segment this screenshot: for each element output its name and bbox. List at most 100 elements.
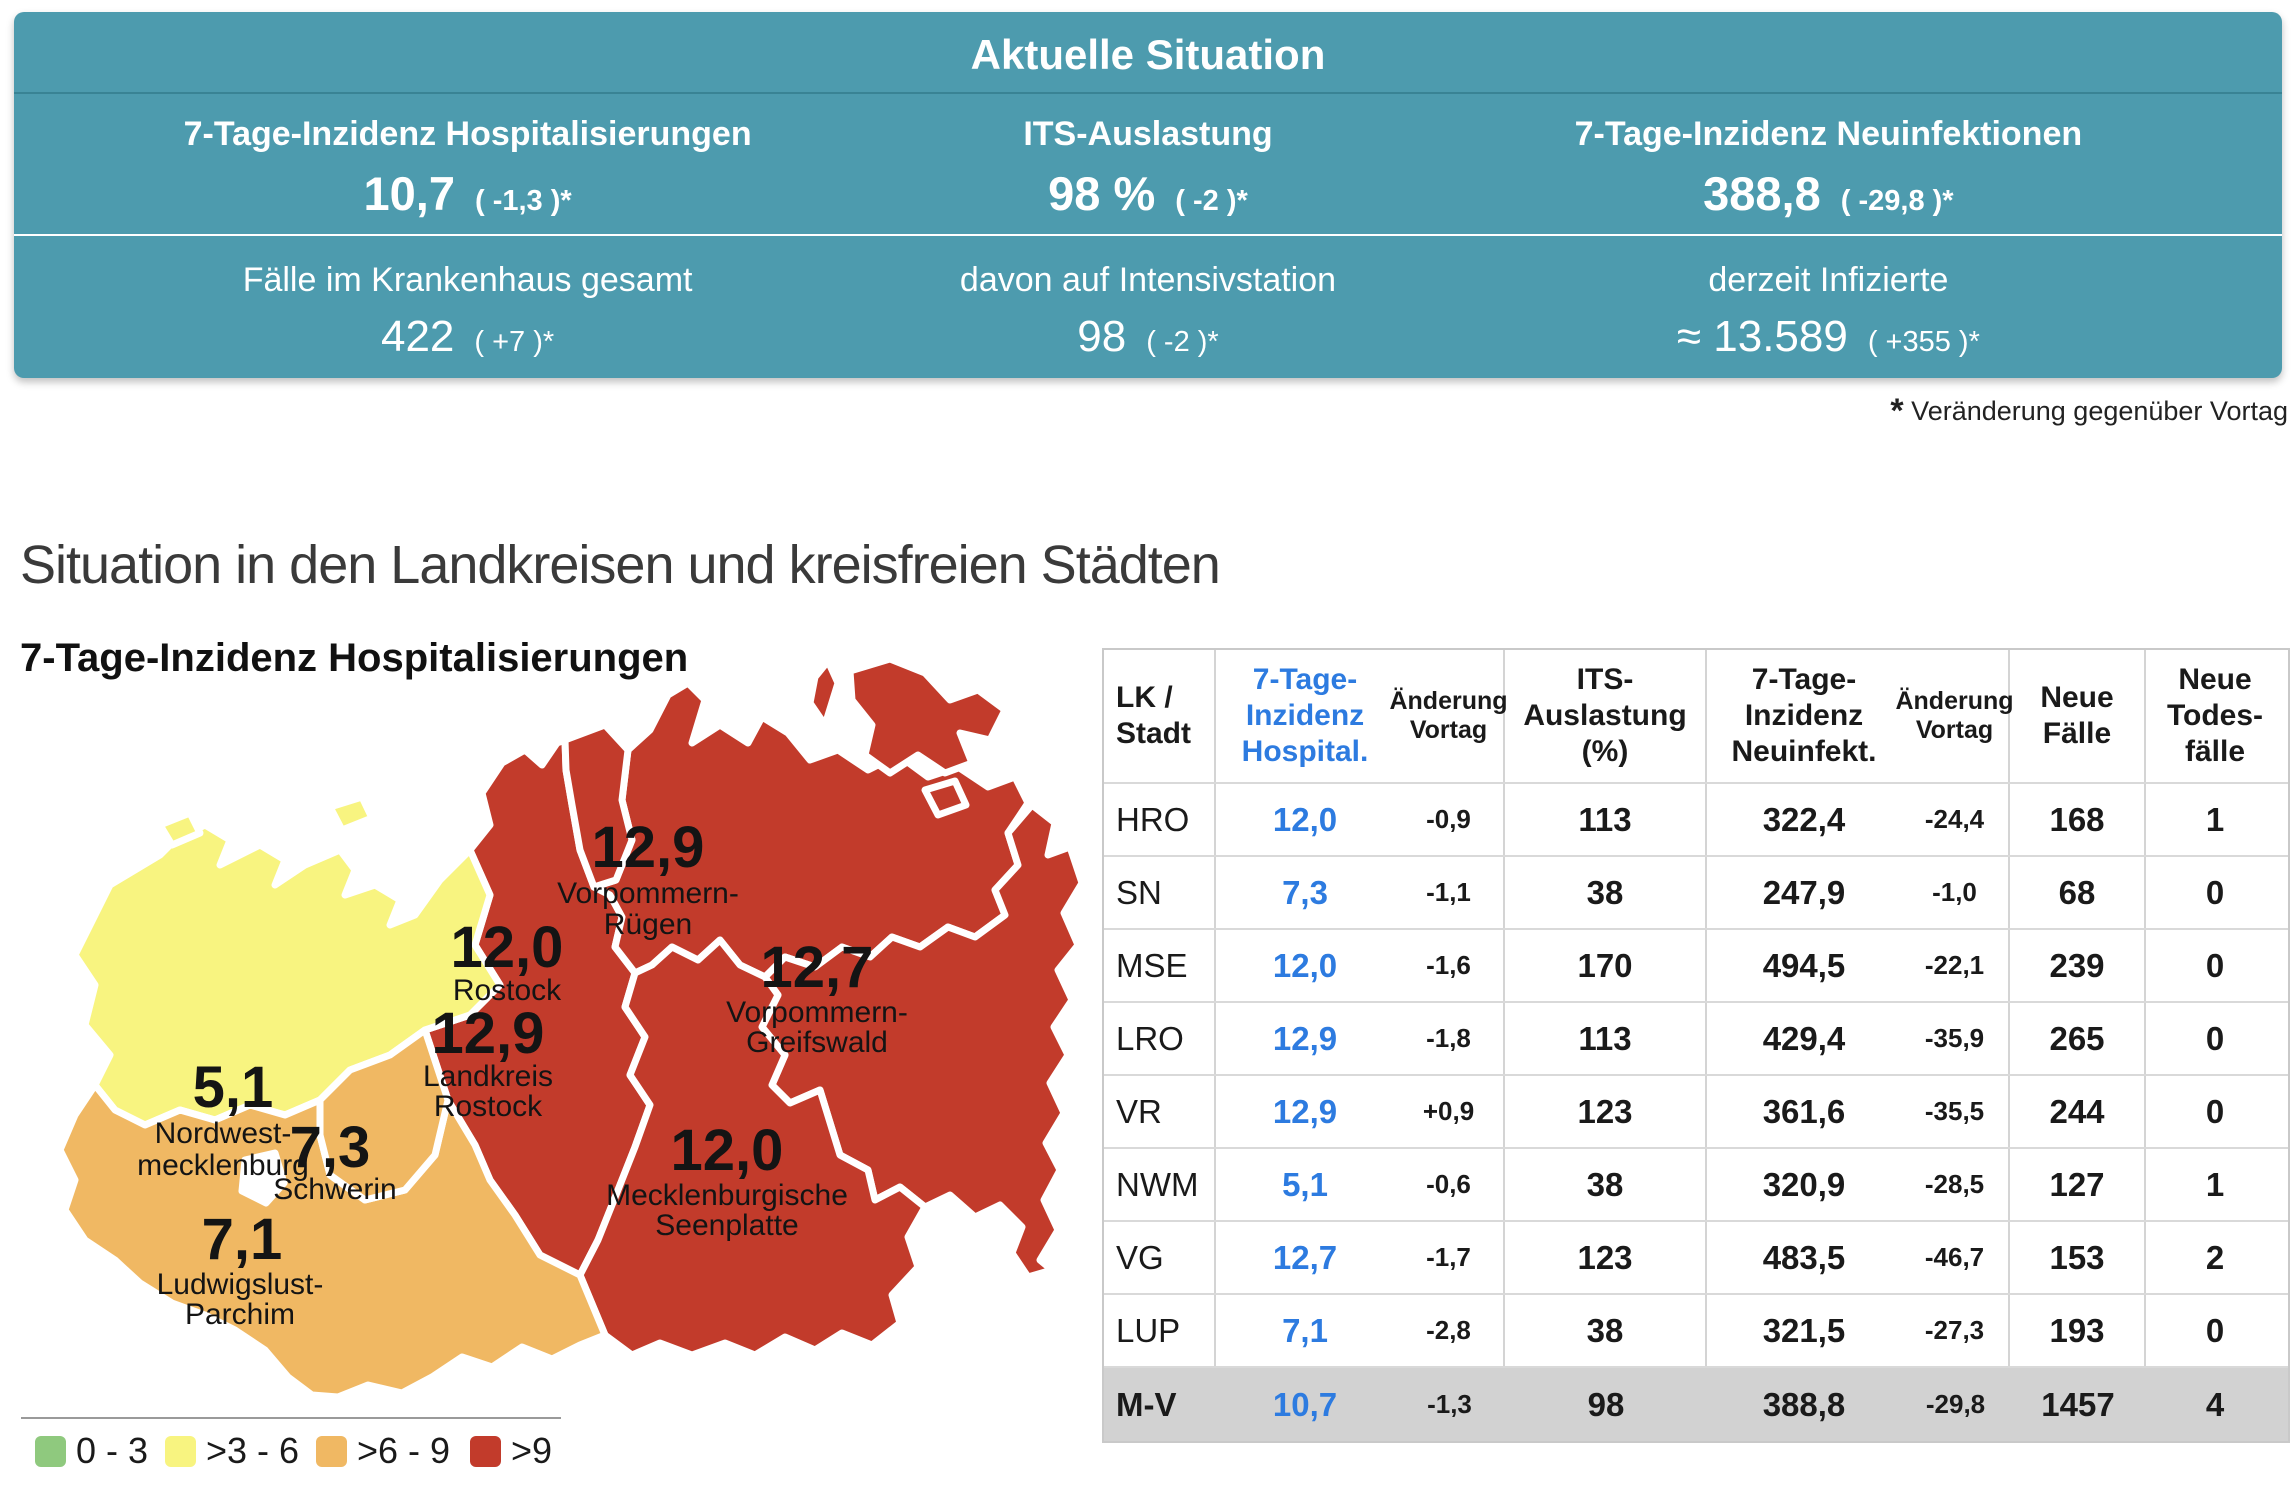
cell-code: VG xyxy=(1104,1222,1216,1293)
col-header-aenderung-vortag: Änderung Vortag xyxy=(1389,650,1508,782)
cell-hosp-change: +0,9 xyxy=(1394,1076,1505,1147)
col-header-neue-todesfaelle: Neue Todes- fälle xyxy=(2166,663,2264,768)
cell-new-deaths: 0 xyxy=(2205,946,2225,984)
map-label-rostock-name: Rostock xyxy=(453,974,562,1007)
cell-code: M-V xyxy=(1116,1385,1177,1423)
section-heading: Situation in den Landkreisen und kreisfr… xyxy=(20,535,1221,595)
map-label-landkreis-rostock-name: Landkreis xyxy=(423,1060,553,1093)
region-rostock-city-shape xyxy=(561,721,636,891)
kpi-change: ( -29,8 )* xyxy=(1840,185,1954,217)
col-header-its-auslastung: ITS- Auslastung (%) xyxy=(1505,650,1707,782)
col-header-lk-stadt: LK / Stadt xyxy=(1104,650,1216,782)
kpi-header: 7-Tage-Inzidenz Neuinfektionen xyxy=(1574,114,2083,153)
cell-new-deaths: 1 xyxy=(2205,1165,2225,1203)
map-label-seenplatte-value: 12,0 xyxy=(671,1118,784,1183)
cell-its: 113 xyxy=(1505,1003,1707,1074)
footnote-text: Veränderung gegenüber Vortag xyxy=(1911,396,2288,426)
cell-new-cases: 168 xyxy=(2010,784,2146,855)
table-row-lro: LRO 12,9 -1,8 113 429,4 -35,9 265 0 xyxy=(1104,1001,2288,1074)
map-label-nordwestmecklenburg-value: 5,1 xyxy=(193,1055,274,1120)
map-label-vorpommern-greifswald-name: Greifswald xyxy=(746,1026,888,1059)
kpi-header: ITS-Auslastung xyxy=(1023,114,1273,153)
cell-new-cases: 265 xyxy=(2010,1003,2146,1074)
region-schwerin-shape xyxy=(316,1026,452,1204)
cell-new-cases: 239 xyxy=(2010,930,2146,1001)
cell-hosp: 12,0 xyxy=(1272,800,1338,838)
legend-item-3-6 xyxy=(165,1433,196,1469)
cell-inz-change: -22,1 xyxy=(1901,930,2010,1001)
district-data-table: LK / Stadt 7-Tage- Inzidenz Hospital. Än… xyxy=(1102,648,2290,1443)
cell-hosp: 12,7 xyxy=(1272,1238,1338,1276)
cell-inz-change: -28,5 xyxy=(1901,1149,2010,1220)
map-label-vorpommern-greifswald-value: 12,7 xyxy=(761,935,874,1000)
map-label-ludwigslust-parchim-name: Parchim xyxy=(185,1298,295,1331)
cell-its: 38 xyxy=(1505,1149,1707,1220)
legend-swatch-orange xyxy=(316,1435,347,1467)
map-label-seenplatte-name: Seenplatte xyxy=(655,1209,798,1242)
table-row-vg: VG 12,7 -1,7 123 483,5 -46,7 153 2 xyxy=(1104,1220,2288,1293)
kpi-row-bottom: Fälle im Krankenhaus gesamt 422 ( +7 )* … xyxy=(14,236,2282,384)
kpi-label: Fälle im Krankenhaus gesamt xyxy=(242,260,693,299)
mecklenburg-vorpommern-choropleth-map: 12,9 Vorpommern- Rügen 12,0 Rostock 12,9… xyxy=(56,655,1086,1400)
kpi-value: 10,7 xyxy=(363,167,455,220)
kpi-change: ( +7 )* xyxy=(474,326,555,358)
kpi-krankenhaus-gesamt: Fälle im Krankenhaus gesamt 422 ( +7 )* xyxy=(14,236,921,384)
map-label-ludwigslust-parchim-name: Ludwigslust- xyxy=(157,1268,324,1301)
legend-label-0-3: 0 - 3 xyxy=(76,1430,149,1471)
cell-new-deaths: 2 xyxy=(2205,1238,2225,1276)
map-label-schwerin-name: Schwerin xyxy=(273,1173,396,1206)
legend-label-3-6: >3 - 6 xyxy=(206,1430,300,1471)
cell-hosp-change: -2,8 xyxy=(1394,1295,1505,1366)
legend-label-9plus: >9 xyxy=(511,1430,553,1471)
kpi-value: 422 xyxy=(380,312,455,361)
cell-new-deaths: 0 xyxy=(2205,1311,2225,1349)
table-row-sn: SN 7,3 -1,1 38 247,9 -1,0 68 0 xyxy=(1104,855,2288,928)
cell-new-deaths: 1 xyxy=(2205,800,2225,838)
kpi-value: 98 xyxy=(1077,312,1127,361)
map-title: 7-Tage-Inzidenz Hospitalisierungen xyxy=(20,636,689,680)
cell-code: LRO xyxy=(1104,1003,1216,1074)
aktuelle-situation-panel: Aktuelle Situation 7-Tage-Inzidenz Hospi… xyxy=(14,12,2282,378)
cell-inz: 494,5 xyxy=(1762,946,1846,984)
cell-hosp: 12,9 xyxy=(1272,1019,1338,1057)
map-label-ludwigslust-parchim-value: 7,1 xyxy=(202,1207,283,1272)
region-ludwigslust-parchim-shape xyxy=(56,1081,609,1400)
cell-inz-change: -46,7 xyxy=(1901,1222,2010,1293)
cell-code: MSE xyxy=(1104,930,1216,1001)
ruegen-island-shape xyxy=(846,655,1009,777)
cell-hosp-change: -0,6 xyxy=(1394,1149,1505,1220)
cell-its: 38 xyxy=(1505,1295,1707,1366)
footnote-change-vs-previous-day: * Veränderung gegenüber Vortag xyxy=(1890,390,2288,430)
kpi-value: 388,8 xyxy=(1703,167,1821,220)
cell-inz: 321,5 xyxy=(1762,1311,1846,1349)
cell-hosp: 12,0 xyxy=(1272,946,1338,984)
cell-hosp-change: -1,1 xyxy=(1394,857,1505,928)
col-header-aenderung-vortag: Änderung Vortag xyxy=(1895,650,2014,782)
cell-new-cases: 127 xyxy=(2010,1149,2146,1220)
cell-inz-change: -1,0 xyxy=(1901,857,2010,928)
cell-new-deaths: 0 xyxy=(2205,1019,2225,1057)
table-row-hro: HRO 12,0 -0,9 113 322,4 -24,4 168 1 xyxy=(1104,782,2288,855)
cell-hosp-change: -0,9 xyxy=(1394,784,1505,855)
kpi-change: ( -1,3 )* xyxy=(474,185,572,217)
region-vorpommern-greifswald-shape xyxy=(758,801,1086,1281)
kpi-row-top: 7-Tage-Inzidenz Hospitalisierungen 10,7 … xyxy=(14,96,2282,238)
map-label-nordwestmecklenburg-name: Nordwest- xyxy=(155,1117,292,1150)
map-label-vorpommern-greifswald-name: Vorpommern- xyxy=(726,996,908,1029)
table-row-lup: LUP 7,1 -2,8 38 321,5 -27,3 193 0 xyxy=(1104,1293,2288,1366)
map-label-landkreis-rostock-name: Rostock xyxy=(434,1090,543,1123)
table-row-mse: MSE 12,0 -1,6 170 494,5 -22,1 239 0 xyxy=(1104,928,2288,1001)
map-label-seenplatte-name: Mecklenburgische xyxy=(606,1179,848,1212)
kpi-label: derzeit Infizierte xyxy=(1708,260,1949,299)
map-label-rostock-value: 12,0 xyxy=(451,915,564,980)
cell-inz: 247,9 xyxy=(1762,873,1846,911)
legend-swatch-yellow xyxy=(165,1435,196,1467)
cell-new-cases: 1457 xyxy=(2041,1385,2115,1423)
col-header-hospital-inzidenz: 7-Tage- Inzidenz Hospital. xyxy=(1241,663,1369,768)
cell-hosp: 5,1 xyxy=(1282,1165,1328,1203)
col-header-neue-faelle: Neue Fälle xyxy=(2010,650,2146,782)
table-header-row: LK / Stadt 7-Tage- Inzidenz Hospital. Än… xyxy=(1104,650,2288,782)
cell-its: 38 xyxy=(1505,857,1707,928)
map-label-vorpommern-ruegen-name: Rügen xyxy=(604,908,692,941)
